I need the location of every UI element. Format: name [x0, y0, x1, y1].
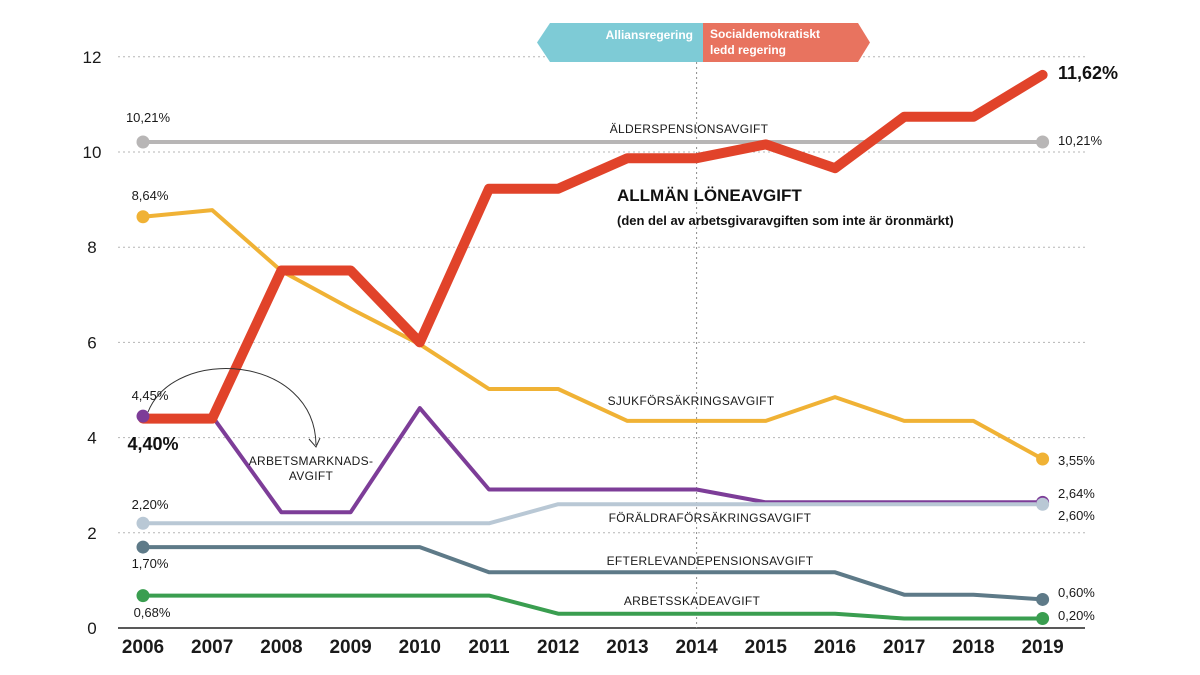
allman-loneavgift-end-value: 11,62% [1058, 63, 1118, 83]
alderspension-end-value: 10,21% [1058, 133, 1103, 148]
start-point-sjuk [136, 210, 150, 224]
alderspension-start-value: 10,21% [126, 110, 171, 125]
efterlevande-start-value: 1,70% [132, 556, 169, 571]
start-point-arbskade [136, 589, 150, 603]
government-banner: Alliansregering Socialdemokratiskt ledd … [537, 23, 870, 62]
foraldraforsakring-end-value: 2,60% [1058, 508, 1095, 523]
arbetsskade-start-value: 0,68% [134, 605, 171, 620]
allman-loneavgift-subtitle: (den del av arbetsgivaravgiften som inte… [617, 213, 954, 228]
x-axis: 2006 2007 2008 2009 2010 2011 2012 2013 2014 2015… [122, 637, 1064, 658]
y-axis: 0 2 4 6 8 10 12 [83, 48, 102, 638]
series-line-foraldra [141, 502, 1045, 526]
x-tick-label: 2008 [260, 637, 302, 658]
y-tick-label: 4 [87, 429, 96, 448]
arbetsskadeavgift-label: ARBETSSKADEAVGIFT [624, 594, 761, 608]
y-tick-label: 12 [83, 48, 102, 67]
end-point-sjuk [1036, 452, 1050, 466]
alliansregering-banner [537, 23, 703, 62]
series-line-allman [138, 69, 1048, 424]
arbetsskade-end-value: 0,20% [1058, 608, 1095, 623]
foraldraforsakringsavgift-label: FÖRÄLDRAFÖRSÄKRINGSAVGIFT [609, 511, 812, 525]
x-tick-label: 2010 [399, 637, 441, 658]
x-tick-label: 2009 [329, 637, 371, 658]
x-tick-label: 2017 [883, 637, 925, 658]
allman-loneavgift-start-value: 4,40% [127, 434, 178, 454]
end-point-arbskade [1036, 611, 1050, 625]
sjukforsakring-start-value: 8,64% [132, 188, 169, 203]
end-point-alder [1036, 135, 1050, 149]
x-tick-label: 2013 [606, 637, 648, 658]
arbetsmarknadsavgift-label-line1: ARBETSMARKNADS- [249, 454, 374, 468]
x-tick-label: 2016 [814, 637, 856, 658]
alliansregering-label: Alliansregering [606, 28, 693, 42]
x-tick-label: 2006 [122, 637, 164, 658]
y-tick-label: 10 [83, 143, 102, 162]
socialdemokratiskt-label-line1: Socialdemokratiskt [710, 27, 820, 41]
allman-loneavgift-title: ALLMÄN LÖNEAVGIFT [617, 186, 802, 205]
y-tick-label: 8 [87, 238, 96, 257]
x-tick-label: 2012 [537, 637, 579, 658]
end-point-foraldra [1036, 497, 1050, 511]
end-point-efterlev [1036, 592, 1050, 606]
y-tick-label: 2 [87, 524, 96, 543]
series-line-sjuk [141, 208, 1045, 461]
gridlines [118, 56, 1085, 629]
arbetsmarknadsavgift-label-line2: AVGIFT [289, 469, 334, 483]
annotation-arrow-head [308, 437, 321, 448]
y-tick-label: 6 [87, 333, 96, 352]
socialdemokratiskt-label-line2: ledd regering [710, 43, 786, 57]
sjukforsakringsavgift-label: SJUKFÖRSÄKRINGSAVGIFT [608, 394, 775, 408]
start-point-foraldra [136, 516, 150, 530]
start-point-alder [136, 135, 150, 149]
arbetsmarknad-end-value: 2,64% [1058, 486, 1095, 501]
foraldraforsakring-start-value: 2,20% [132, 497, 169, 512]
annotation-arrow [147, 368, 317, 446]
arbetsmarknad-start-value: 4,45% [132, 388, 169, 403]
x-tick-label: 2011 [468, 637, 510, 658]
x-tick-label: 2015 [745, 637, 788, 658]
series-line-arbskade [141, 593, 1045, 621]
y-tick-label: 0 [87, 619, 96, 638]
x-tick-label: 2019 [1021, 637, 1063, 658]
efterlevandepensionsavgift-label: EFTERLEVANDEPENSIONSAVGIFT [607, 554, 814, 568]
series-lines [138, 69, 1048, 621]
alderspensionsavgift-label: ÄLDERSPENSIONSAVGIFT [610, 122, 769, 136]
start-point-arbmark [136, 409, 150, 423]
socialdemokratiskt-banner [703, 23, 870, 62]
start-point-efterlev [136, 540, 150, 554]
x-tick-label: 2014 [675, 637, 718, 658]
x-tick-label: 2018 [952, 637, 994, 658]
series-end-points [136, 135, 1050, 625]
x-tick-label: 2007 [191, 637, 233, 658]
sjukforsakring-end-value: 3,55% [1058, 453, 1095, 468]
efterlevande-end-value: 0,60% [1058, 585, 1095, 600]
series-line-efterlev [141, 545, 1045, 602]
